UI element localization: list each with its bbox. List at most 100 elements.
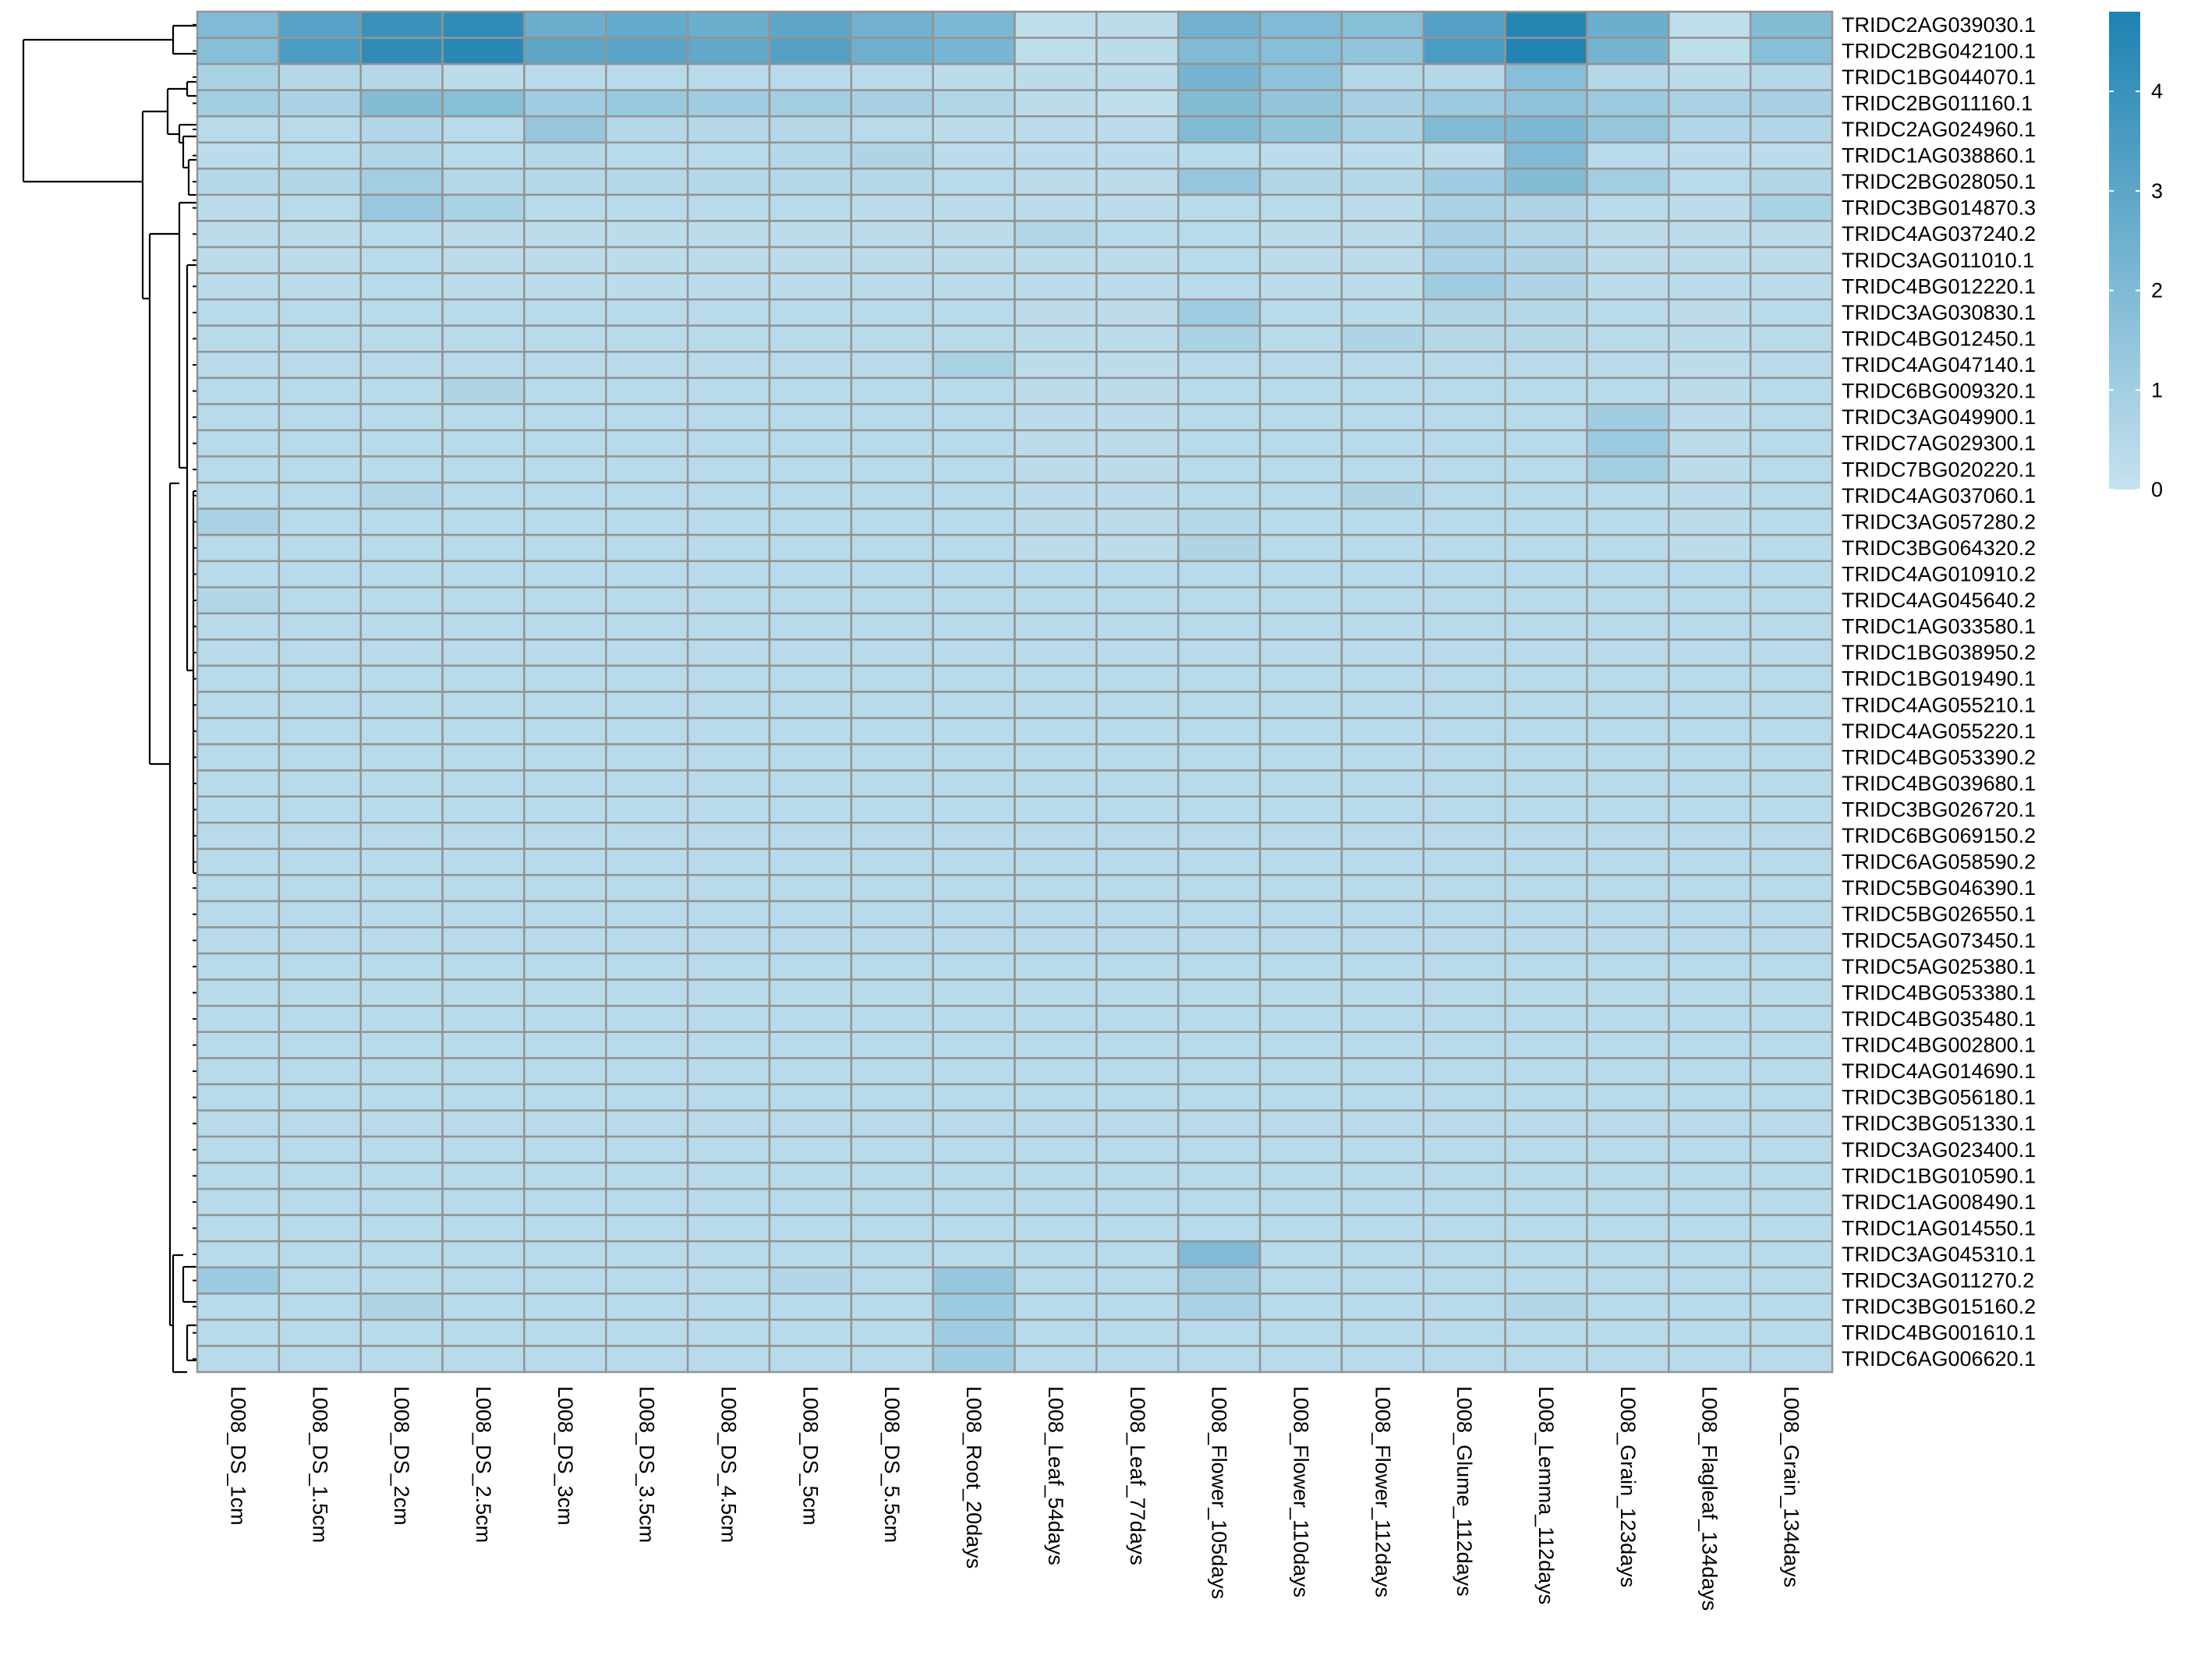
- heatmap-cell: [1258, 978, 1343, 1007]
- heatmap-cell: [1422, 1083, 1506, 1112]
- heatmap-cell: [850, 1214, 934, 1243]
- heatmap-cell: [278, 115, 362, 144]
- heatmap-cell: [1422, 691, 1506, 720]
- heatmap-cell: [686, 168, 771, 196]
- heatmap-cell: [523, 560, 607, 589]
- heatmap-cell: [278, 193, 362, 222]
- heatmap-cell: [196, 664, 281, 693]
- heatmap-cell: [850, 664, 934, 693]
- heatmap-cell: [359, 1109, 444, 1138]
- heatmap-cell: [1340, 298, 1425, 327]
- heatmap-cell: [1422, 1162, 1506, 1190]
- heatmap-cell: [1177, 1214, 1262, 1243]
- heatmap-cell: [1586, 324, 1670, 353]
- heatmap-cell: [1504, 1293, 1588, 1321]
- heatmap-cell: [1749, 481, 1834, 510]
- heatmap-cell: [1749, 62, 1834, 91]
- heatmap-cell: [1340, 455, 1425, 484]
- heatmap-cell: [441, 847, 526, 876]
- heatmap-cell: [1586, 141, 1670, 170]
- heatmap-cell: [768, 586, 853, 615]
- heatmap-cell: [850, 560, 934, 589]
- heatmap-cell: [768, 560, 853, 589]
- heatmap-cell: [1095, 1214, 1180, 1243]
- heatmap-cell: [850, 324, 934, 353]
- heatmap-cell: [605, 1214, 689, 1243]
- heatmap-cell: [1586, 743, 1670, 772]
- heatmap-cell: [278, 612, 362, 641]
- heatmap-cell: [1340, 1004, 1425, 1033]
- heatmap-cell: [1340, 351, 1425, 380]
- heatmap-cell: [605, 978, 689, 1007]
- heatmap-cell: [1422, 429, 1506, 458]
- heatmap-cell: [850, 1266, 934, 1295]
- heatmap-cell: [441, 193, 526, 222]
- row-label: TRIDC5AG025380.1: [1842, 955, 2036, 978]
- heatmap-cell: [1177, 1266, 1262, 1295]
- heatmap-cell: [1422, 1266, 1506, 1295]
- heatmap-cell: [1177, 193, 1262, 222]
- heatmap-cell: [768, 952, 853, 981]
- heatmap-cell: [1749, 586, 1834, 615]
- row-label: TRIDC5AG073450.1: [1842, 928, 2036, 952]
- row-label: TRIDC4BG039680.1: [1842, 772, 2036, 795]
- row-label: TRIDC4AG045640.2: [1842, 589, 2036, 612]
- heatmap-cell: [850, 533, 934, 562]
- heatmap-cell: [1586, 1135, 1670, 1164]
- heatmap-cell: [605, 508, 689, 536]
- heatmap-cell: [1177, 716, 1262, 745]
- heatmap-cell: [1586, 1318, 1670, 1347]
- heatmap-cell: [1095, 508, 1180, 536]
- heatmap-cell: [1749, 822, 1834, 851]
- heatmap-cell: [768, 1187, 853, 1216]
- heatmap-cell: [1258, 1266, 1343, 1295]
- heatmap-cell: [932, 298, 1016, 327]
- heatmap-cell: [768, 89, 853, 118]
- heatmap-cell: [523, 168, 607, 196]
- heatmap-cell: [1586, 403, 1670, 432]
- heatmap-cell: [1095, 1057, 1180, 1086]
- heatmap-cell: [932, 89, 1016, 118]
- heatmap-cell: [932, 62, 1016, 91]
- heatmap-cell: [1095, 664, 1180, 693]
- heatmap-cell: [1422, 168, 1506, 196]
- heatmap-cell: [768, 743, 853, 772]
- heatmap-cell: [932, 952, 1016, 981]
- heatmap-cell: [1504, 351, 1588, 380]
- heatmap-cell: [278, 508, 362, 536]
- heatmap-cell: [1258, 1214, 1343, 1243]
- heatmap-cell: [1095, 716, 1180, 745]
- heatmap-cell: [1340, 926, 1425, 955]
- heatmap-cell: [278, 220, 362, 249]
- row-label: TRIDC2AG024960.1: [1842, 118, 2036, 141]
- heatmap-cell: [1668, 115, 1752, 144]
- heatmap-cell: [441, 533, 526, 562]
- heatmap-cell: [768, 62, 853, 91]
- heatmap-cell: [768, 1004, 853, 1033]
- heatmap-cell: [932, 533, 1016, 562]
- heatmap-cell: [1504, 952, 1588, 981]
- heatmap-cell: [1422, 62, 1506, 91]
- heatmap-cell: [768, 1318, 853, 1347]
- heatmap-cell: [1177, 612, 1262, 641]
- heatmap-cell: [1177, 638, 1262, 667]
- heatmap-cell: [1749, 978, 1834, 1007]
- heatmap-cell: [359, 952, 444, 981]
- heatmap-cell: [686, 429, 771, 458]
- heatmap-cell: [1014, 10, 1098, 39]
- heatmap-cell: [359, 743, 444, 772]
- heatmap-cell: [850, 115, 934, 144]
- heatmap-cell: [605, 10, 689, 39]
- heatmap-cell: [1586, 952, 1670, 981]
- heatmap-cell: [441, 10, 526, 39]
- heatmap-cell: [1422, 89, 1506, 118]
- heatmap-cell: [1340, 691, 1425, 720]
- heatmap-cell: [1095, 533, 1180, 562]
- heatmap-cell: [1177, 141, 1262, 170]
- heatmap-cell: [1340, 272, 1425, 301]
- heatmap-cell: [686, 1083, 771, 1112]
- heatmap-cell: [441, 141, 526, 170]
- column-label: L008_DS_5.5cm: [880, 1386, 904, 1543]
- heatmap-cell: [278, 1240, 362, 1269]
- heatmap-cell: [1177, 822, 1262, 851]
